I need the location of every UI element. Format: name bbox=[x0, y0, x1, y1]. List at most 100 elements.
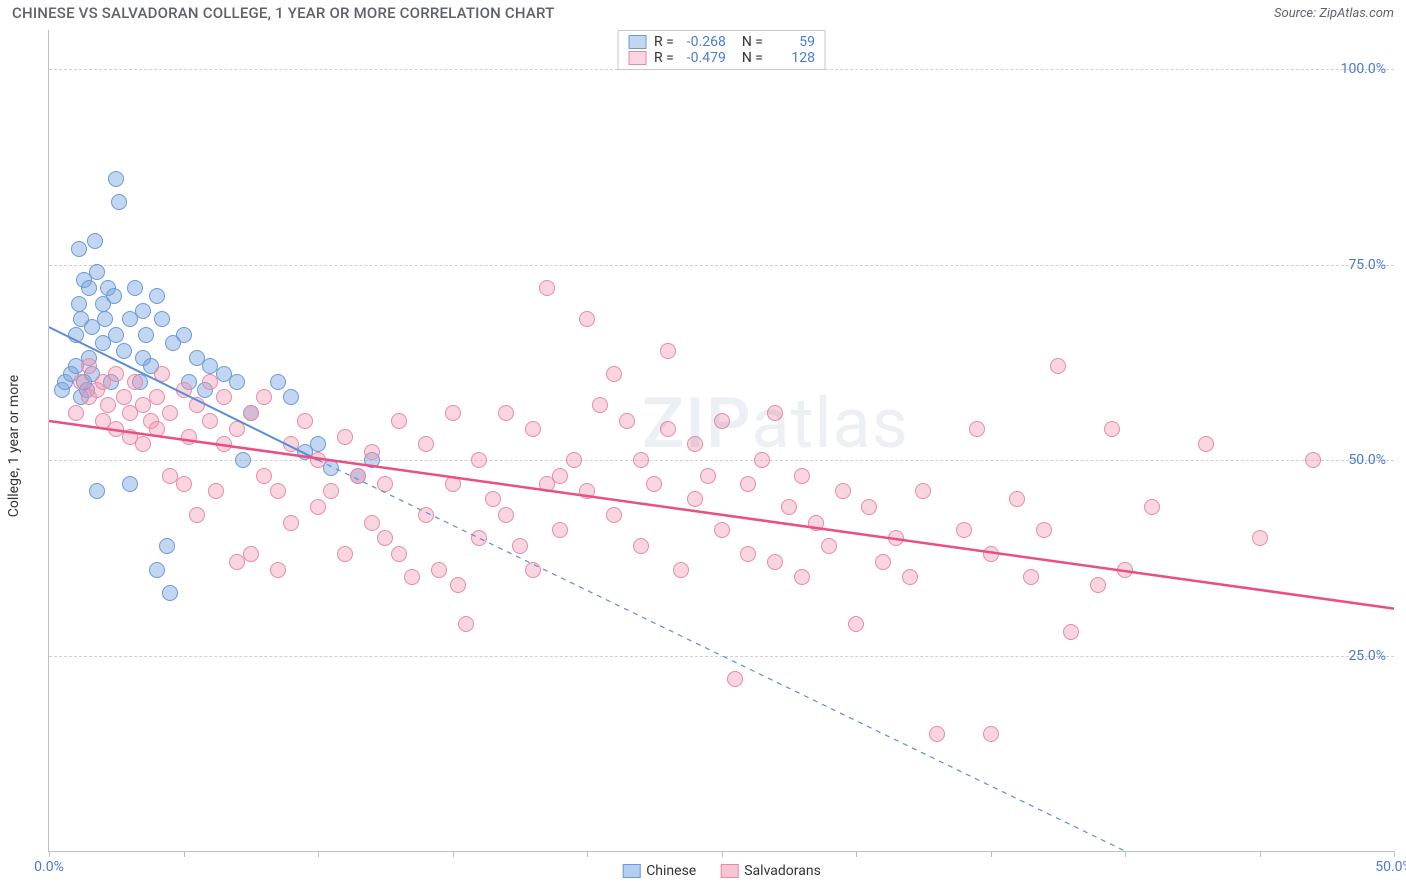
source-label: Source: ZipAtlas.com bbox=[1274, 6, 1394, 21]
data-point bbox=[781, 499, 797, 515]
data-point bbox=[902, 569, 918, 585]
data-point bbox=[579, 483, 595, 499]
data-point bbox=[159, 538, 175, 554]
data-point bbox=[337, 546, 353, 562]
data-point bbox=[89, 483, 105, 499]
data-point bbox=[714, 522, 730, 538]
data-point bbox=[485, 491, 501, 507]
data-point bbox=[71, 296, 87, 312]
stat-r-value: -0.479 bbox=[680, 50, 726, 66]
data-point bbox=[162, 585, 178, 601]
data-point bbox=[81, 280, 97, 296]
data-point bbox=[525, 421, 541, 437]
data-point bbox=[727, 671, 743, 687]
data-point bbox=[1063, 624, 1079, 640]
data-point bbox=[243, 405, 259, 421]
data-point bbox=[189, 397, 205, 413]
y-tick-label: 25.0% bbox=[1348, 648, 1386, 664]
data-point bbox=[861, 499, 877, 515]
data-point bbox=[283, 515, 299, 531]
data-point bbox=[767, 554, 783, 570]
data-point bbox=[1036, 522, 1052, 538]
data-point bbox=[445, 405, 461, 421]
data-point bbox=[127, 280, 143, 296]
data-point bbox=[1144, 499, 1160, 515]
data-point bbox=[848, 616, 864, 632]
data-point bbox=[108, 327, 124, 343]
data-point bbox=[391, 413, 407, 429]
data-point bbox=[270, 483, 286, 499]
x-tick-label: 50.0% bbox=[1375, 859, 1406, 875]
data-point bbox=[122, 476, 138, 492]
data-point bbox=[450, 577, 466, 593]
data-point bbox=[283, 436, 299, 452]
data-point bbox=[471, 530, 487, 546]
data-point bbox=[97, 311, 113, 327]
data-point bbox=[310, 499, 326, 515]
data-point bbox=[310, 436, 326, 452]
y-tick-label: 50.0% bbox=[1348, 452, 1386, 468]
data-point bbox=[323, 460, 339, 476]
data-point bbox=[337, 429, 353, 445]
data-point bbox=[1023, 569, 1039, 585]
x-tick bbox=[1260, 851, 1261, 857]
data-point bbox=[216, 436, 232, 452]
data-point bbox=[108, 171, 124, 187]
data-point bbox=[108, 366, 124, 382]
stat-n-value: 128 bbox=[769, 50, 815, 66]
data-point bbox=[111, 194, 127, 210]
x-tick bbox=[453, 851, 454, 857]
legend-item: Salvadorans bbox=[720, 863, 821, 879]
data-point bbox=[687, 491, 703, 507]
data-point bbox=[235, 452, 251, 468]
data-point bbox=[1305, 452, 1321, 468]
data-point bbox=[100, 397, 116, 413]
data-point bbox=[498, 405, 514, 421]
data-point bbox=[135, 303, 151, 319]
data-point bbox=[149, 288, 165, 304]
data-point bbox=[566, 452, 582, 468]
data-point bbox=[229, 421, 245, 437]
legend-label: Salvadorans bbox=[744, 863, 821, 879]
x-tick-label: 0.0% bbox=[34, 859, 64, 875]
data-point bbox=[208, 483, 224, 499]
data-point bbox=[633, 538, 649, 554]
correlation-legend: R =-0.268N =59R =-0.479N =128 bbox=[617, 30, 826, 70]
data-point bbox=[552, 522, 568, 538]
data-point bbox=[1252, 530, 1268, 546]
data-point bbox=[1090, 577, 1106, 593]
data-point bbox=[498, 507, 514, 523]
data-point bbox=[189, 507, 205, 523]
data-point bbox=[606, 507, 622, 523]
data-point bbox=[929, 726, 945, 742]
data-point bbox=[915, 483, 931, 499]
legend-swatch bbox=[628, 35, 646, 49]
data-point bbox=[135, 436, 151, 452]
x-tick bbox=[1125, 851, 1126, 857]
legend-row: R =-0.268N =59 bbox=[628, 34, 815, 50]
data-point bbox=[471, 452, 487, 468]
data-point bbox=[445, 476, 461, 492]
data-point bbox=[176, 382, 192, 398]
data-point bbox=[71, 241, 87, 257]
data-point bbox=[256, 389, 272, 405]
data-point bbox=[283, 389, 299, 405]
data-point bbox=[673, 562, 689, 578]
data-point bbox=[1104, 421, 1120, 437]
data-point bbox=[81, 358, 97, 374]
data-point bbox=[216, 389, 232, 405]
data-point bbox=[138, 327, 154, 343]
data-point bbox=[154, 311, 170, 327]
data-point bbox=[87, 233, 103, 249]
data-point bbox=[1117, 562, 1133, 578]
gridline bbox=[49, 656, 1394, 657]
y-tick-label: 75.0% bbox=[1348, 257, 1386, 273]
legend-item: Chinese bbox=[622, 863, 696, 879]
x-tick bbox=[318, 851, 319, 857]
data-point bbox=[660, 421, 676, 437]
x-tick bbox=[991, 851, 992, 857]
data-point bbox=[821, 538, 837, 554]
data-point bbox=[539, 280, 555, 296]
data-point bbox=[1009, 491, 1025, 507]
data-point bbox=[875, 554, 891, 570]
